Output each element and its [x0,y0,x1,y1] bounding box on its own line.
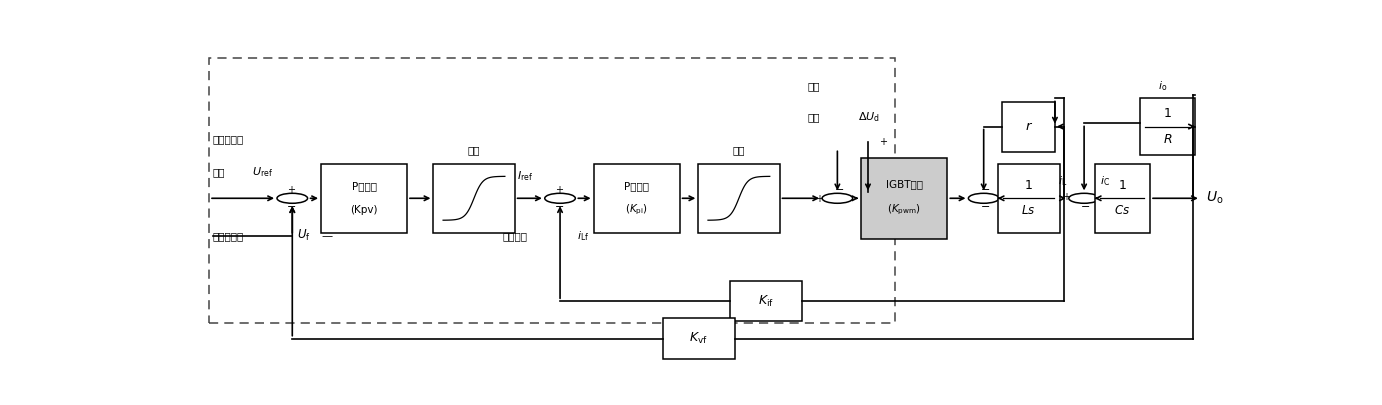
Text: $K_\mathrm{if}$: $K_\mathrm{if}$ [757,294,774,309]
Text: IGBT半桥: IGBT半桥 [886,179,923,189]
Bar [321,164,408,232]
Text: $i_\mathrm{L}$: $i_\mathrm{L}$ [1059,174,1068,188]
Text: −: − [981,202,991,212]
Text: −: − [554,202,564,212]
Text: +: + [1061,192,1070,202]
Text: +: + [815,194,824,204]
Bar [1095,164,1150,232]
Text: $I_\mathrm{ref}$: $I_\mathrm{ref}$ [517,170,533,183]
Text: $i_\mathrm{o}$: $i_\mathrm{o}$ [1158,79,1168,93]
Text: 三角: 三角 [807,81,820,91]
Text: ($K_\mathrm{pi}$): ($K_\mathrm{pi}$) [625,203,648,217]
Text: +: + [287,185,296,196]
Bar [1140,98,1195,155]
Text: 1: 1 [1164,107,1171,120]
Text: $i_\mathrm{Lf}$: $i_\mathrm{Lf}$ [578,229,590,243]
Text: (Kpv): (Kpv) [350,205,377,215]
Text: —: — [321,231,332,241]
Text: 给定参考电: 给定参考电 [213,134,245,144]
Text: ($K_\mathrm{pwm}$): ($K_\mathrm{pwm}$) [887,203,922,217]
Bar [663,318,735,359]
Text: +: + [556,185,562,196]
Text: P调节器: P调节器 [625,181,650,192]
Text: 限幅: 限幅 [467,145,480,155]
Text: −: − [835,185,844,195]
Text: 1: 1 [1024,179,1032,192]
Text: 反馈电压值: 反馈电压值 [213,231,245,241]
Text: $r$: $r$ [1024,120,1032,133]
Bar [998,164,1060,232]
Text: +: + [879,137,887,147]
Text: 1: 1 [1118,179,1126,192]
Text: $i_\mathrm{C}$: $i_\mathrm{C}$ [1100,174,1110,188]
Text: $K_\mathrm{vf}$: $K_\mathrm{vf}$ [690,331,708,346]
Bar [698,164,779,232]
Text: −: − [1081,202,1090,212]
Text: 电流反馈: 电流反馈 [503,231,528,241]
Bar [209,58,894,323]
Text: $Cs$: $Cs$ [1114,204,1130,217]
Bar [434,164,514,232]
Bar [1002,102,1054,151]
Text: P调节器: P调节器 [351,181,376,192]
Text: 压值: 压值 [213,167,225,177]
Text: −: − [981,185,991,195]
Text: 载波: 载波 [807,112,820,122]
Text: $\Delta U_\mathrm{d}$: $\Delta U_\mathrm{d}$ [858,110,880,124]
Bar [593,164,680,232]
Text: 限幅: 限幅 [732,145,745,155]
Text: $U_\mathrm{o}$: $U_\mathrm{o}$ [1205,190,1223,207]
Text: $U_\mathrm{f}$: $U_\mathrm{f}$ [297,228,311,243]
Text: $Ls$: $Ls$ [1021,204,1036,217]
Text: $R$: $R$ [1162,132,1172,145]
Bar [730,281,802,322]
Bar [861,158,947,239]
Text: $U_\mathrm{ref}$: $U_\mathrm{ref}$ [252,165,274,179]
Text: −: − [286,202,296,212]
